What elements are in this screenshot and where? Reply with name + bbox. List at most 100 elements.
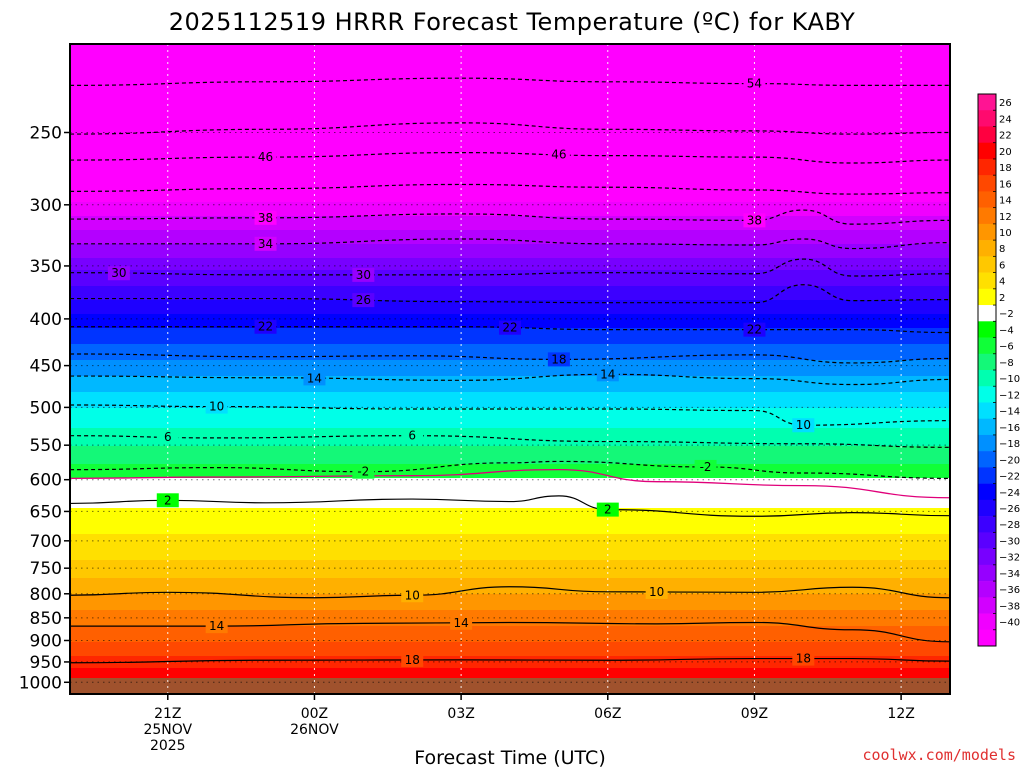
temperature-band [70, 446, 950, 449]
contour-label-bg [401, 428, 424, 443]
temperature-band [70, 152, 950, 155]
colorbar-label: −26 [999, 504, 1020, 515]
contour-line [70, 258, 950, 277]
temperature-band [70, 392, 950, 395]
temperature-band [70, 132, 950, 135]
colorbar-cell [978, 110, 996, 127]
temperature-band [70, 454, 950, 457]
contour-label-bg [499, 320, 521, 335]
contour-label-bg [694, 459, 717, 474]
contour-label: 14 [453, 616, 468, 630]
temperature-band [70, 356, 950, 359]
temperature-band [70, 262, 950, 265]
temperature-band [70, 156, 950, 159]
colorbar-cell [978, 613, 996, 631]
temperature-band [70, 104, 950, 107]
temperature-band [70, 302, 950, 305]
temperature-band [70, 574, 950, 577]
temperature-band [70, 220, 950, 223]
temperature-band [70, 502, 950, 505]
contour-label-bg [254, 210, 277, 225]
x-tick-label: 06Z [594, 706, 621, 722]
temperature-band [70, 90, 950, 93]
temperature-band [70, 92, 950, 95]
temperature-band [70, 524, 950, 527]
temperature-band [70, 304, 950, 307]
temperature-band [70, 336, 950, 339]
temperature-band [70, 598, 950, 601]
temperature-band [70, 296, 950, 299]
contour-label-bg [596, 502, 619, 517]
temperature-band [70, 142, 950, 145]
temperature-band [70, 528, 950, 531]
temperature-band [70, 72, 950, 75]
colorbar-label: 20 [999, 147, 1012, 158]
temperature-band [70, 482, 950, 485]
temperature-band [70, 570, 950, 573]
colorbar-label: −36 [999, 585, 1020, 596]
temperature-band [70, 306, 950, 309]
colorbar-label: 16 [999, 179, 1012, 190]
contour-line [70, 353, 950, 364]
contour-label: -2 [357, 465, 369, 479]
x-tick-label: 21Z [154, 706, 181, 722]
temperature-band [70, 588, 950, 591]
y-tick-label: 650 [30, 502, 62, 522]
temperature-band [70, 254, 950, 257]
temperature-band [70, 234, 950, 237]
temperature-band [70, 596, 950, 599]
temperature-band [70, 144, 950, 147]
temperature-band [70, 166, 950, 169]
credit-link[interactable]: coolwx.com/models [862, 746, 1016, 764]
temperature-band [70, 242, 950, 245]
colorbar-cell [978, 142, 996, 160]
chart-title: 2025112519 HRRR Forecast Temperature (ºC… [169, 8, 855, 36]
temperature-band [70, 542, 950, 545]
temperature-band [70, 632, 950, 635]
temperature-band [70, 416, 950, 419]
temperature-band [70, 60, 950, 63]
temperature-band [70, 544, 950, 547]
temperature-band [70, 466, 950, 469]
temperature-band [70, 488, 950, 491]
contour-line [70, 460, 950, 479]
temperature-band [70, 610, 950, 613]
contour-label-bg [205, 619, 228, 634]
temperature-band [70, 472, 950, 475]
temperature-band [70, 646, 950, 649]
y-tick-label: 700 [30, 532, 62, 552]
x-tick-label: 09Z [741, 706, 768, 722]
temperature-band [70, 546, 950, 549]
colorbar-label: 12 [999, 212, 1012, 223]
colorbar-cell [978, 240, 996, 257]
contour-label-bg [645, 584, 668, 599]
temperature-band [70, 286, 950, 289]
temperature-band [70, 412, 950, 415]
temperature-band [70, 456, 950, 459]
colorbar-label: −38 [999, 601, 1020, 612]
temperature-band [70, 348, 950, 351]
contour-label: 46 [258, 150, 273, 164]
temperature-band [70, 362, 950, 365]
temperature-band [70, 360, 950, 363]
temperature-band [70, 98, 950, 101]
contour-line [70, 122, 950, 135]
temperature-band [70, 426, 950, 429]
temperature-band [70, 390, 950, 393]
temperature-band [70, 504, 950, 507]
temperature-band [70, 640, 950, 643]
x-tick-label: 26NOV [290, 722, 339, 738]
temperature-band [70, 228, 950, 231]
temperature-band [70, 300, 950, 303]
temperature-band [70, 520, 950, 523]
temperature-band [70, 608, 950, 611]
temperature-band [70, 592, 950, 595]
contour-line [70, 209, 950, 225]
temperature-band [70, 158, 950, 161]
y-tick-label: 450 [30, 357, 62, 377]
colorbar-cell [978, 386, 996, 403]
contour-line [70, 657, 950, 664]
colorbar-label: −28 [999, 520, 1020, 531]
